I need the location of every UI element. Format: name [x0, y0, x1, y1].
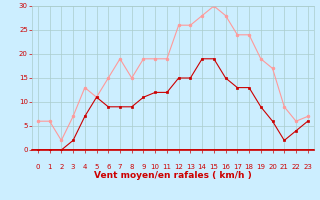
- X-axis label: Vent moyen/en rafales ( km/h ): Vent moyen/en rafales ( km/h ): [94, 171, 252, 180]
